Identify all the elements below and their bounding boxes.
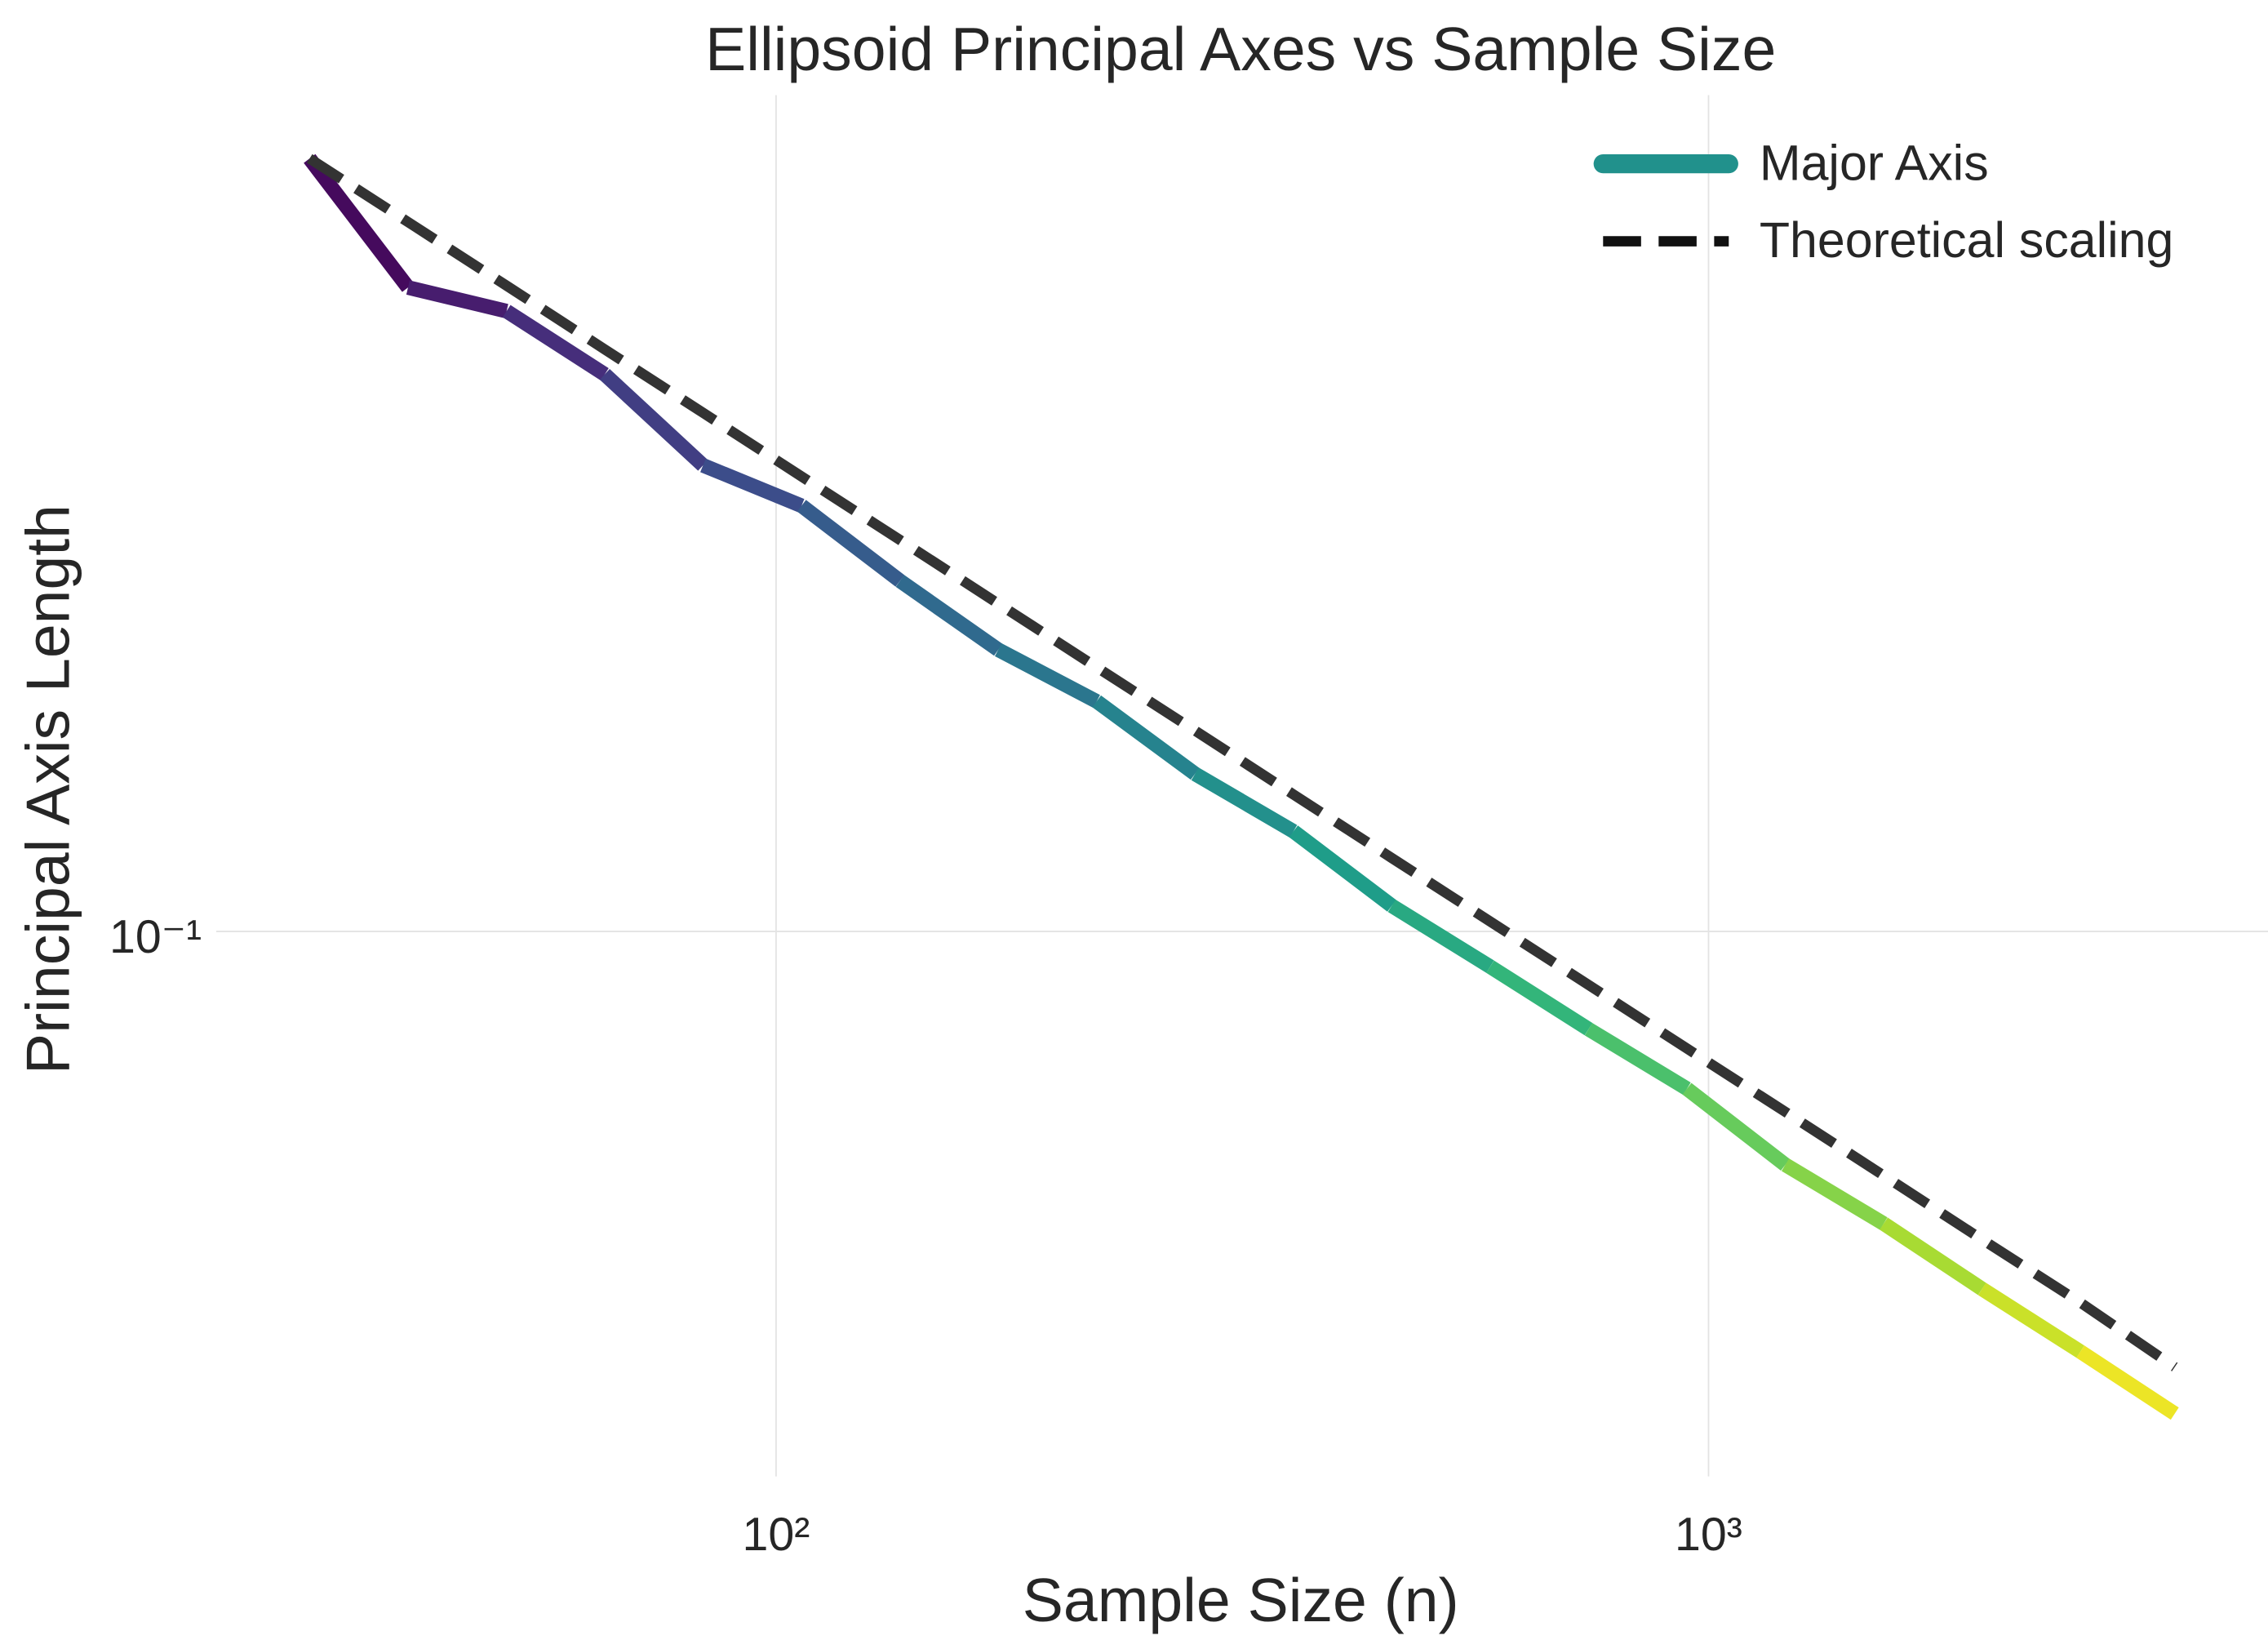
x-axis-label: Sample Size (n): [1023, 1566, 1459, 1634]
line-segment: [700, 458, 805, 513]
legend-label: Theoretical scaling: [1760, 212, 2174, 268]
line-segment: [1584, 1023, 1691, 1096]
line-segment: [995, 643, 1100, 709]
line-segment: [1781, 1158, 1888, 1230]
line-segment: [1191, 767, 1298, 838]
legend-label: Major Axis: [1760, 135, 1989, 190]
y-tick-label: 10⁻¹: [109, 911, 202, 963]
line-segment: [502, 304, 609, 381]
line-segment: [1880, 1217, 1986, 1296]
line-segment: [304, 153, 415, 292]
line-segment: [599, 369, 708, 471]
line-segment: [1977, 1282, 2084, 1358]
line-segment: [1486, 960, 1593, 1036]
line-segment: [1289, 825, 1396, 912]
line: [306, 153, 2178, 1371]
x-tick-label: 10³: [1675, 1509, 1742, 1561]
line-segment: [1092, 695, 1200, 780]
y-axis-label: Principal Axis Length: [13, 504, 82, 1074]
line-segment: [2076, 1345, 2179, 1420]
line-segment: [895, 575, 1003, 656]
line-segment: [797, 500, 905, 587]
line-segment: [1387, 899, 1494, 973]
line-segment: [406, 280, 508, 318]
chart-title: Ellipsoid Principal Axes vs Sample Size: [705, 15, 1776, 83]
x-tick-label: 10²: [743, 1509, 810, 1561]
line-segment: [1682, 1082, 1791, 1171]
